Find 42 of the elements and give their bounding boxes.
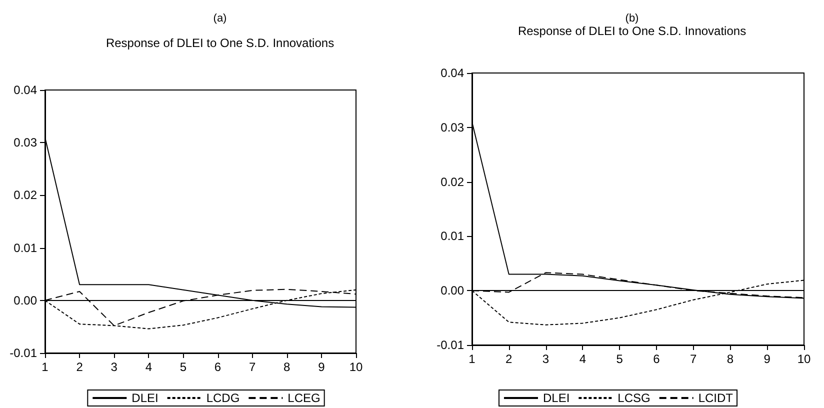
x-tick-label: 8 xyxy=(726,352,734,366)
legend-label: LCEG xyxy=(288,391,320,405)
chart-title: (a) xyxy=(213,12,227,24)
y-tick-label: -0.01 xyxy=(436,338,464,352)
x-tick-label: 2 xyxy=(506,352,513,366)
x-tick-label: 8 xyxy=(284,360,291,374)
y-tick-label: 0.00 xyxy=(440,284,464,298)
x-tick-label: 2 xyxy=(76,360,84,374)
y-tick-label: -0.01 xyxy=(10,346,38,360)
x-tick-label: 7 xyxy=(248,360,256,374)
x-tick-label: 6 xyxy=(214,360,222,374)
chart-title: (b) xyxy=(625,12,639,24)
x-tick-label: 4 xyxy=(579,352,586,366)
chart-subtitle: Response of DLEI to One S.D. Innovations xyxy=(518,24,746,38)
x-tick-label: 1 xyxy=(42,360,49,374)
legend-label: DLEI xyxy=(132,391,158,405)
x-tick-label: 4 xyxy=(145,360,152,374)
legend-label: LCDG xyxy=(206,391,240,405)
x-tick-label: 7 xyxy=(690,352,697,366)
chart-subtitle: Response of DLEI to One S.D. Innovations xyxy=(106,36,334,50)
legend-label: LCSG xyxy=(618,391,650,405)
y-tick-label: 0.03 xyxy=(440,120,464,134)
y-tick-label: 0.02 xyxy=(14,188,38,202)
y-tick-label: 0.01 xyxy=(440,229,464,244)
y-tick-label: 0.02 xyxy=(440,174,464,189)
x-tick-label: 6 xyxy=(653,352,660,366)
x-tick-label: 10 xyxy=(797,352,811,366)
y-tick-label: 0.03 xyxy=(14,136,38,150)
x-tick-label: 1 xyxy=(468,352,476,366)
x-tick-label: 5 xyxy=(180,360,187,374)
legend-label: LCIDT xyxy=(698,391,734,405)
x-tick-label: 9 xyxy=(318,360,326,374)
y-tick-label: 0.01 xyxy=(14,240,38,255)
legend-label: DLEI xyxy=(542,391,570,405)
y-tick-label: 0.04 xyxy=(14,83,38,97)
x-tick-label: 3 xyxy=(542,352,550,366)
x-tick-label: 9 xyxy=(764,352,771,366)
x-tick-label: 3 xyxy=(110,360,118,374)
y-tick-label: 0.04 xyxy=(440,66,464,80)
x-tick-label: 10 xyxy=(349,360,363,374)
y-tick-label: 0.00 xyxy=(14,293,38,308)
x-tick-label: 5 xyxy=(616,352,624,366)
